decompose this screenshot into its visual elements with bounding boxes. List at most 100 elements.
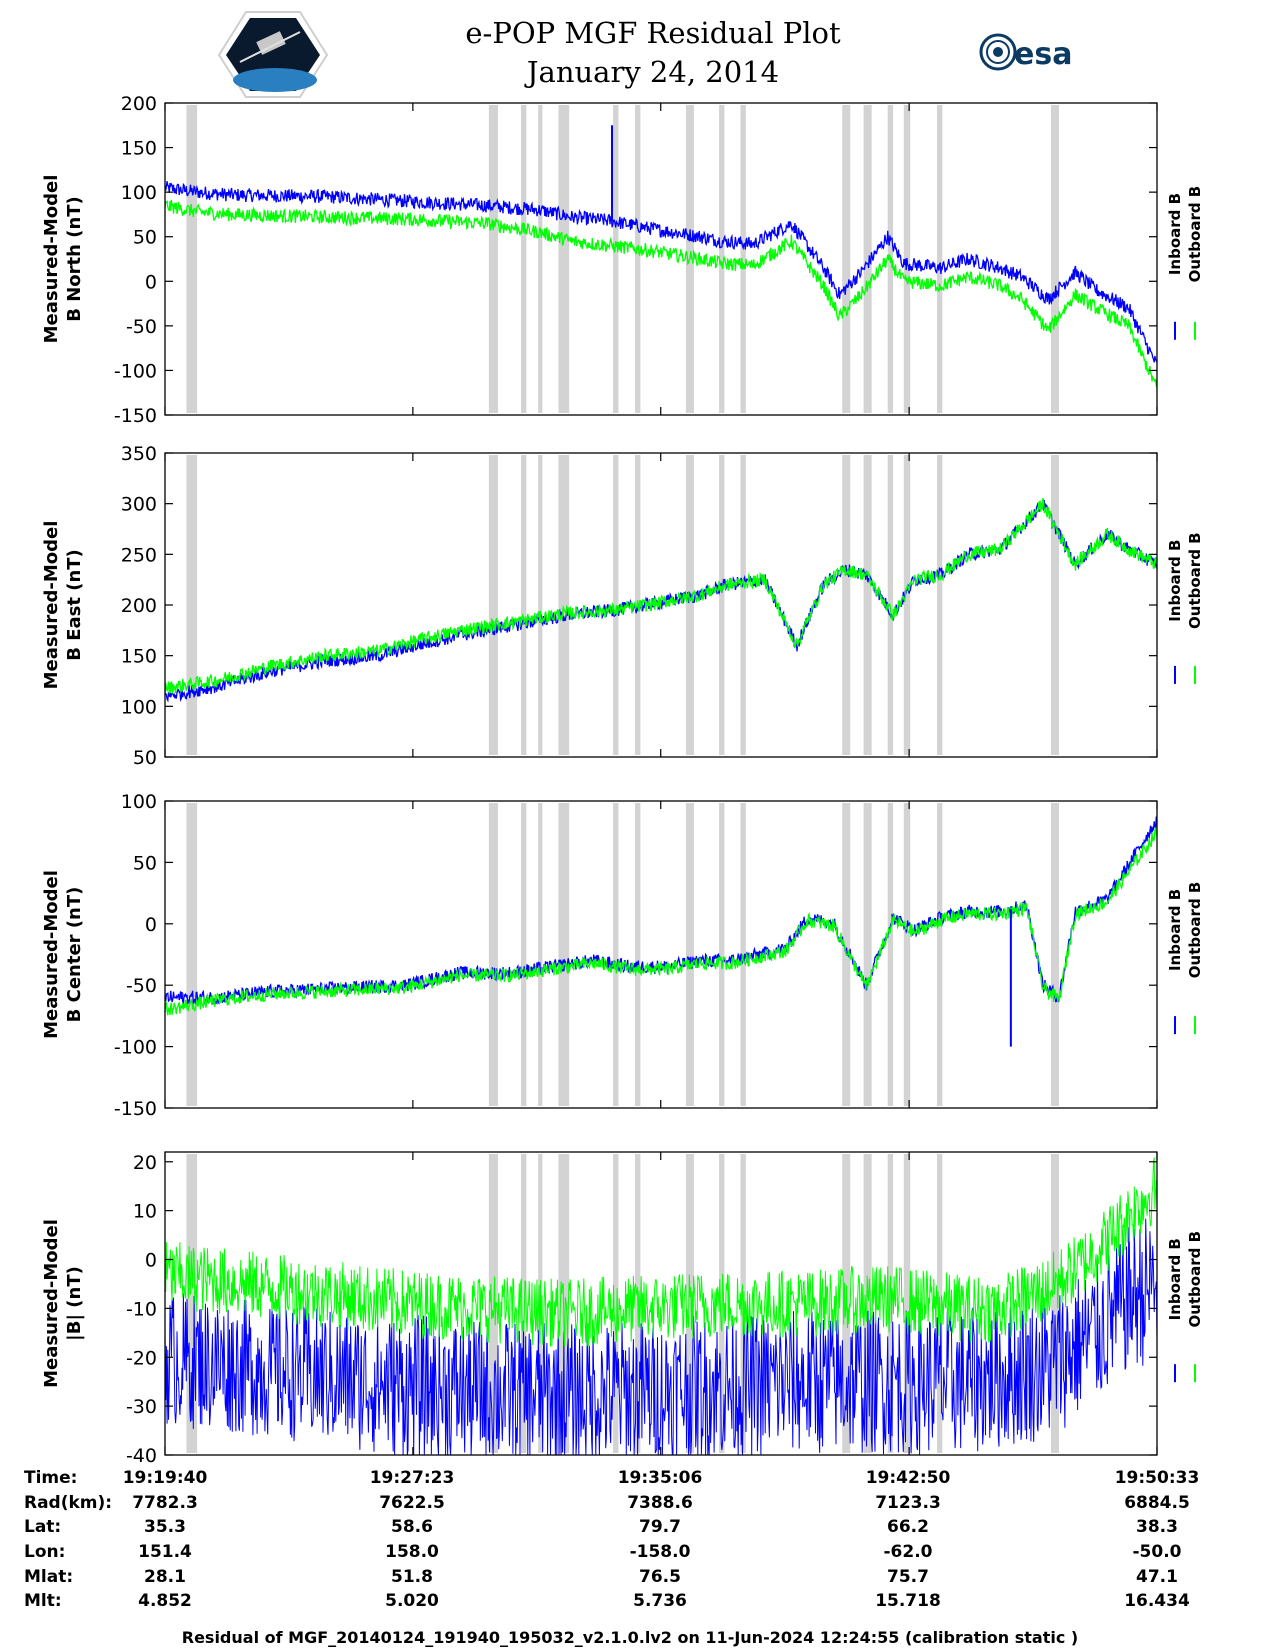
data-gap-band	[863, 455, 872, 755]
data-gap-band	[635, 105, 641, 413]
series-inboard-magnitude	[164, 1218, 1158, 1456]
data-gap-band	[1051, 1154, 1060, 1453]
panel-east: 350 300 250 200 150 100 50 Measured-Model B East…	[41, 443, 1204, 769]
y-tick-label: 100	[121, 696, 157, 718]
series-outboard-magnitude	[164, 1157, 1158, 1347]
data-gap-band	[685, 455, 694, 755]
info-cell: -158.0	[630, 1542, 691, 1562]
panel-north: 200 150 100 50 0 -50 -100 -150 Measured-Model B N…	[41, 93, 1204, 427]
y-tick-label: 300	[121, 494, 157, 516]
data-gap-band	[186, 105, 198, 413]
info-cell: 6884.5	[1124, 1493, 1190, 1513]
y-tick-label: -30	[126, 1396, 157, 1418]
y-tick-label: -40	[126, 1445, 157, 1467]
info-cell: 38.3	[1136, 1517, 1178, 1537]
info-cell: 76.5	[639, 1567, 681, 1587]
data-gap-band	[863, 803, 872, 1106]
info-cell: 4.852	[138, 1591, 192, 1611]
info-cell: 7782.3	[132, 1493, 198, 1513]
y-tick-label: -150	[114, 405, 157, 427]
info-cell: 58.6	[391, 1517, 433, 1537]
series-outboard-north	[164, 199, 1158, 389]
legend-inboard: Inboard B	[1166, 193, 1184, 275]
series-inboard-center	[164, 816, 1158, 1006]
legend-outboard: Outboard B	[1186, 1231, 1204, 1328]
esa-logo-text: esa	[1014, 37, 1072, 72]
data-gap-band	[1051, 455, 1060, 755]
info-cell: 75.7	[887, 1567, 929, 1587]
data-gap-band	[613, 1154, 619, 1453]
data-gap-band	[521, 105, 527, 413]
info-cell: 47.1	[1136, 1567, 1178, 1587]
info-cell: 5.736	[633, 1591, 687, 1611]
y-tick-label: 200	[121, 93, 157, 115]
y-tick-label: -50	[126, 975, 157, 997]
y-tick-label: -20	[126, 1347, 157, 1369]
data-gap-band	[903, 455, 911, 755]
info-cell: 19:35:06	[618, 1468, 703, 1488]
info-cell: 158.0	[385, 1542, 439, 1562]
data-gap-band	[521, 455, 527, 755]
data-gap-band	[521, 803, 527, 1106]
cassiope-logo	[217, 11, 329, 98]
legend-inboard: Inboard B	[1166, 540, 1184, 622]
legend-outboard: Outboard B	[1186, 532, 1204, 629]
y-axis-label: Measured-Model	[41, 175, 62, 344]
data-gap-band	[842, 455, 851, 755]
data-gap-band	[186, 1154, 198, 1453]
data-gap-band	[538, 455, 543, 755]
data-gap-band	[186, 803, 198, 1106]
data-gap-band	[740, 455, 746, 755]
data-gap-band	[635, 803, 641, 1106]
data-gap-band	[1051, 803, 1060, 1106]
data-gap-band	[719, 105, 725, 413]
data-gap-band	[1051, 105, 1060, 413]
data-gap-band	[887, 803, 894, 1106]
panel-magnitude: 20 10 0 -10 -20 -30 -40 Measured-Model |B| (nT) I…	[41, 1151, 1204, 1467]
info-cell: 19:42:50	[866, 1468, 951, 1488]
y-tick-label: -150	[114, 1098, 157, 1120]
info-cell: 35.3	[144, 1517, 186, 1537]
chart-subtitle: January 24, 2014	[524, 55, 779, 89]
y-tick-label: -50	[126, 316, 157, 338]
y-axis-label: B East (nT)	[64, 549, 85, 661]
legend-inboard: Inboard B	[1166, 1238, 1184, 1320]
y-axis-label: Measured-Model	[41, 521, 62, 690]
info-row-label: Lat:	[24, 1517, 61, 1537]
y-tick-label: 20	[133, 1152, 157, 1174]
data-gap-band	[488, 803, 498, 1106]
info-cell: 7123.3	[875, 1493, 941, 1513]
y-axis-label: Measured-Model	[41, 1219, 62, 1388]
y-tick-label: 50	[133, 227, 157, 249]
info-cell: 7388.6	[627, 1493, 693, 1513]
y-tick-label: 0	[145, 914, 157, 936]
data-gap-band	[488, 1154, 498, 1453]
data-gap-band	[685, 1154, 694, 1453]
info-cell: 5.020	[385, 1591, 439, 1611]
data-gap-band	[887, 1154, 894, 1453]
info-row-label: Mlt:	[24, 1591, 62, 1611]
info-row-label: Rad(km):	[24, 1493, 112, 1513]
data-gap-band	[538, 105, 543, 413]
y-tick-label: 10	[133, 1201, 157, 1223]
info-cell: 79.7	[639, 1517, 681, 1537]
plot-frame	[164, 102, 1158, 416]
data-gap-band	[186, 455, 198, 755]
info-row-label: Mlat:	[24, 1567, 73, 1587]
legend-inboard: Inboard B	[1166, 889, 1184, 971]
data-gap-band	[488, 455, 498, 755]
y-tick-label: 100	[121, 182, 157, 204]
y-tick-label: 150	[121, 646, 157, 668]
y-tick-label: 350	[121, 443, 157, 465]
data-gap-band	[488, 105, 498, 413]
esa-logo: esa	[979, 33, 1072, 72]
legend-outboard: Outboard B	[1186, 186, 1204, 283]
data-gap-band	[863, 105, 872, 413]
data-gap-band	[936, 803, 943, 1106]
y-tick-label: 0	[145, 1250, 157, 1272]
footer-note: Residual of MGF_20140124_191940_195032_v…	[182, 1628, 1078, 1647]
info-cell: 151.4	[138, 1542, 192, 1562]
info-cell: 19:50:33	[1115, 1468, 1200, 1488]
y-tick-label: 200	[121, 595, 157, 617]
